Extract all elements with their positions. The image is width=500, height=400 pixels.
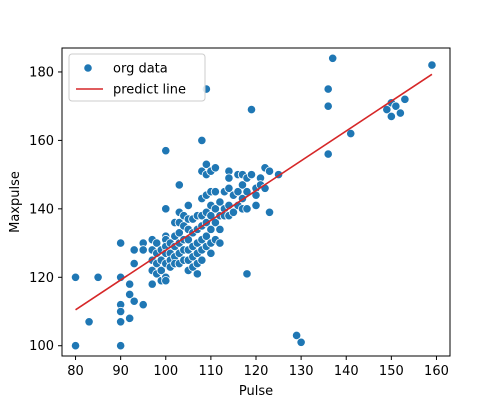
x-tick-label: 80 bbox=[67, 364, 84, 379]
y-tick-label: 140 bbox=[29, 202, 54, 217]
data-point bbox=[251, 200, 261, 211]
y-tick-label: 120 bbox=[29, 271, 54, 286]
data-point bbox=[210, 204, 220, 214]
data-point bbox=[161, 204, 171, 214]
data-point bbox=[210, 163, 220, 173]
data-point bbox=[183, 200, 193, 211]
data-point bbox=[156, 265, 166, 276]
data-point bbox=[125, 289, 135, 299]
data-point bbox=[210, 187, 220, 197]
data-point bbox=[201, 231, 211, 241]
legend-label-org-data: org data bbox=[113, 62, 168, 77]
data-point bbox=[70, 341, 81, 351]
data-point bbox=[391, 101, 401, 111]
data-point bbox=[129, 258, 139, 269]
data-point bbox=[323, 101, 333, 111]
data-point bbox=[197, 135, 207, 145]
data-point bbox=[264, 166, 275, 176]
data-point bbox=[138, 245, 148, 255]
x-tick-label: 110 bbox=[198, 364, 223, 379]
data-point bbox=[201, 159, 211, 169]
data-point bbox=[395, 108, 405, 118]
data-point bbox=[161, 146, 171, 156]
data-point bbox=[215, 224, 225, 234]
y-tick-label: 180 bbox=[29, 65, 54, 80]
data-point bbox=[174, 180, 184, 190]
x-tick-label: 130 bbox=[289, 364, 314, 379]
data-point bbox=[192, 269, 202, 279]
x-tick-label: 90 bbox=[112, 364, 129, 379]
data-point bbox=[70, 272, 81, 282]
y-axis-label: Maxpulse bbox=[8, 171, 23, 233]
data-point bbox=[323, 84, 333, 94]
data-point bbox=[291, 330, 302, 341]
x-axis-label: Pulse bbox=[239, 384, 273, 399]
y-tick-label: 160 bbox=[29, 134, 54, 149]
x-tick-label: 100 bbox=[153, 364, 178, 379]
data-point bbox=[242, 269, 252, 279]
data-point bbox=[84, 317, 94, 327]
data-point bbox=[224, 183, 234, 193]
data-point bbox=[174, 228, 184, 238]
data-point bbox=[323, 149, 333, 159]
legend: org data predict line bbox=[68, 53, 206, 102]
data-point bbox=[264, 207, 275, 217]
data-point bbox=[206, 248, 216, 258]
x-tick-label: 160 bbox=[424, 364, 449, 379]
data-point bbox=[152, 238, 162, 248]
x-tick-label: 140 bbox=[334, 364, 359, 379]
data-point bbox=[125, 279, 135, 289]
data-point bbox=[382, 105, 392, 115]
data-point bbox=[116, 341, 126, 351]
data-point bbox=[129, 296, 139, 306]
data-point bbox=[386, 111, 396, 122]
data-point bbox=[237, 180, 248, 190]
data-point bbox=[346, 128, 356, 139]
data-point bbox=[138, 300, 148, 310]
x-tick-label: 150 bbox=[379, 364, 404, 379]
predict-line bbox=[75, 73, 433, 311]
data-point bbox=[242, 204, 252, 214]
plot-area bbox=[70, 53, 437, 351]
data-point bbox=[125, 313, 135, 323]
data-point bbox=[116, 238, 126, 248]
data-point bbox=[129, 245, 139, 255]
legend-marker-org-data bbox=[83, 63, 93, 73]
data-point bbox=[246, 105, 257, 115]
data-point bbox=[328, 53, 338, 63]
legend-label-predict-line: predict line bbox=[113, 83, 186, 98]
data-point bbox=[296, 337, 306, 347]
data-point bbox=[215, 197, 225, 207]
data-point bbox=[215, 238, 225, 248]
data-point bbox=[147, 279, 157, 289]
x-tick-label: 120 bbox=[244, 364, 269, 379]
data-point bbox=[228, 207, 239, 217]
data-point bbox=[224, 173, 234, 183]
data-point bbox=[246, 170, 257, 180]
data-point bbox=[197, 255, 207, 265]
data-point bbox=[116, 306, 126, 317]
data-point bbox=[400, 94, 410, 104]
data-point bbox=[233, 187, 243, 197]
data-point bbox=[116, 317, 126, 327]
y-tick-label: 100 bbox=[29, 339, 54, 354]
data-point bbox=[206, 224, 216, 234]
data-point bbox=[427, 60, 437, 70]
data-point bbox=[161, 276, 171, 286]
axes: 80 90 100 110 120 130 140 150 160 100 120 140 160 180… bbox=[8, 47, 451, 399]
data-point bbox=[93, 272, 103, 282]
